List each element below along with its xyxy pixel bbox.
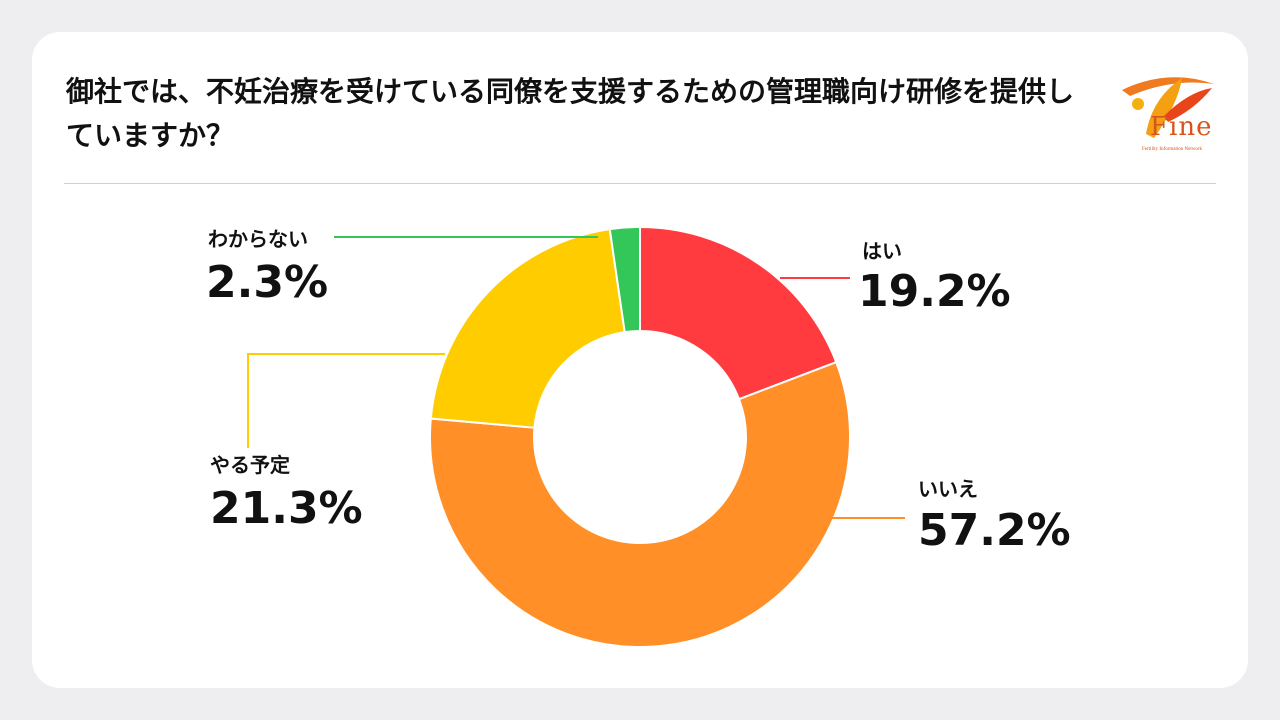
slice-label-3: やる予定 bbox=[210, 453, 290, 477]
slice-2 bbox=[429, 360, 851, 648]
chart-title: 御社では、不妊治療を受けている同僚を支援するための管理職向け研修を提供しています… bbox=[66, 75, 1075, 152]
slice-label-2: いいえ bbox=[918, 477, 978, 501]
slice-value-4: 2.3% bbox=[206, 257, 328, 308]
slice-value-1: 19.2% bbox=[858, 266, 1011, 317]
leader-line-3 bbox=[247, 353, 445, 448]
slice-4 bbox=[608, 225, 641, 334]
logo-tagline: Fertility Information Network bbox=[1142, 147, 1202, 152]
slice-label-4: わからない bbox=[208, 227, 308, 251]
slice-value-3: 21.3% bbox=[210, 483, 363, 534]
slice-value-2: 57.2% bbox=[918, 505, 1071, 556]
logo-text: Fine bbox=[1150, 112, 1213, 142]
title-divider bbox=[64, 183, 1216, 184]
slice-3 bbox=[429, 228, 626, 429]
fine-logo-icon bbox=[1122, 77, 1214, 138]
slice-1 bbox=[639, 225, 838, 401]
slice-label-1: はい bbox=[862, 239, 902, 263]
